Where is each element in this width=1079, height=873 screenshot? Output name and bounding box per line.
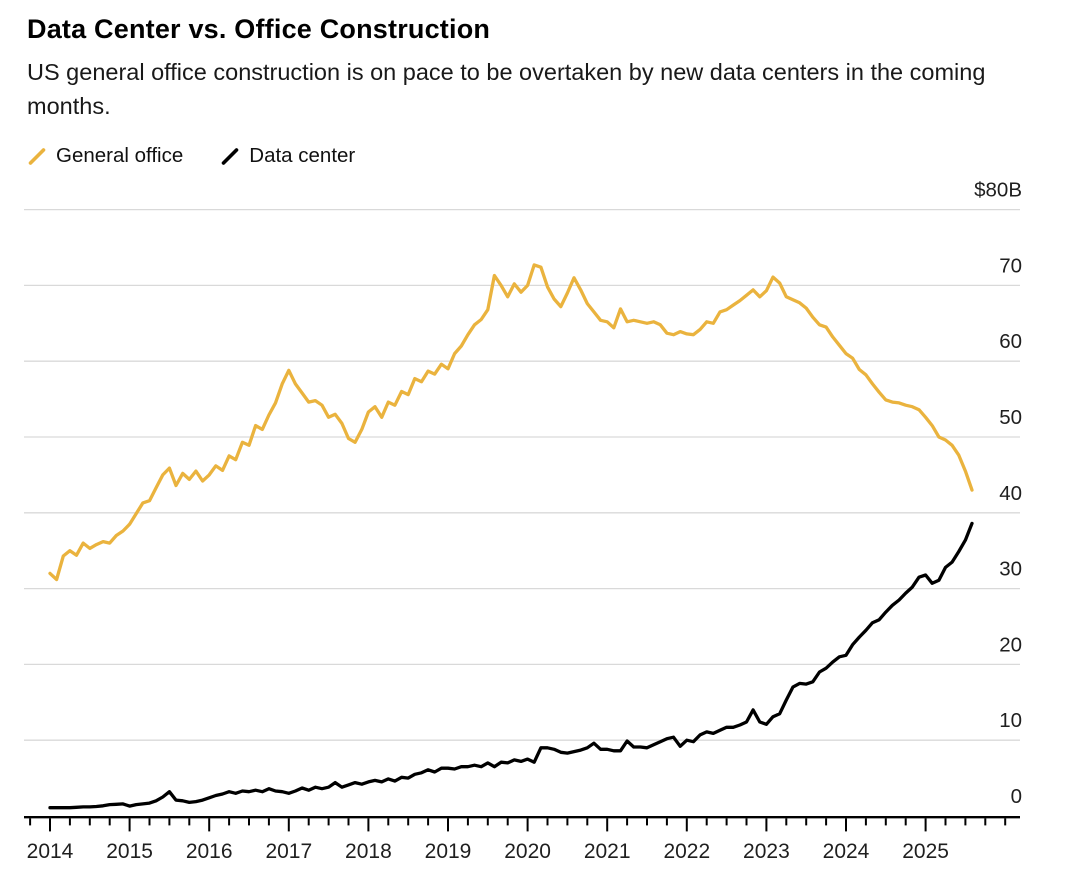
legend: General office Data center: [28, 144, 355, 168]
y-axis-label: 30: [999, 558, 1022, 581]
general-office-line-icon: [28, 147, 46, 165]
x-axis-label: 2014: [27, 840, 74, 863]
legend-label-general-office: General office: [56, 144, 184, 167]
x-axis-label: 2021: [584, 840, 631, 863]
x-axis-label: 2020: [504, 840, 551, 863]
x-axis-label: 2017: [265, 840, 312, 863]
x-axis-label: 2018: [345, 840, 392, 863]
chart-subtitle: US general office construction is on pac…: [27, 59, 986, 119]
x-axis-label: 2016: [186, 840, 233, 863]
y-axis-label: 50: [999, 406, 1022, 429]
series-general-office: [48, 263, 974, 582]
y-axis-label: 20: [999, 633, 1022, 656]
y-axis-label: $80B: [974, 179, 1022, 202]
x-axis-label: 2022: [663, 840, 710, 863]
legend-label-data-center: Data center: [249, 144, 356, 167]
series-data-center: [48, 521, 974, 810]
y-axis-label: 40: [999, 482, 1022, 505]
legend-item-data-center: Data center: [221, 144, 355, 168]
legend-item-general-office: General office: [28, 144, 183, 168]
x-axis-label: 2019: [425, 840, 472, 863]
x-axis-label: 2025: [902, 840, 949, 863]
x-axis-label: 2024: [823, 840, 870, 863]
y-axis-label: 60: [999, 330, 1022, 353]
y-axis-label: 70: [999, 254, 1022, 277]
x-axis-label: 2015: [106, 840, 153, 863]
page-title: Data Center vs. Office Construction: [27, 14, 491, 44]
y-axis-label: 0: [1011, 785, 1022, 808]
y-axis-label: 10: [999, 709, 1022, 732]
x-axis-label: 2023: [743, 840, 790, 863]
data-center-line-icon: [221, 147, 239, 165]
